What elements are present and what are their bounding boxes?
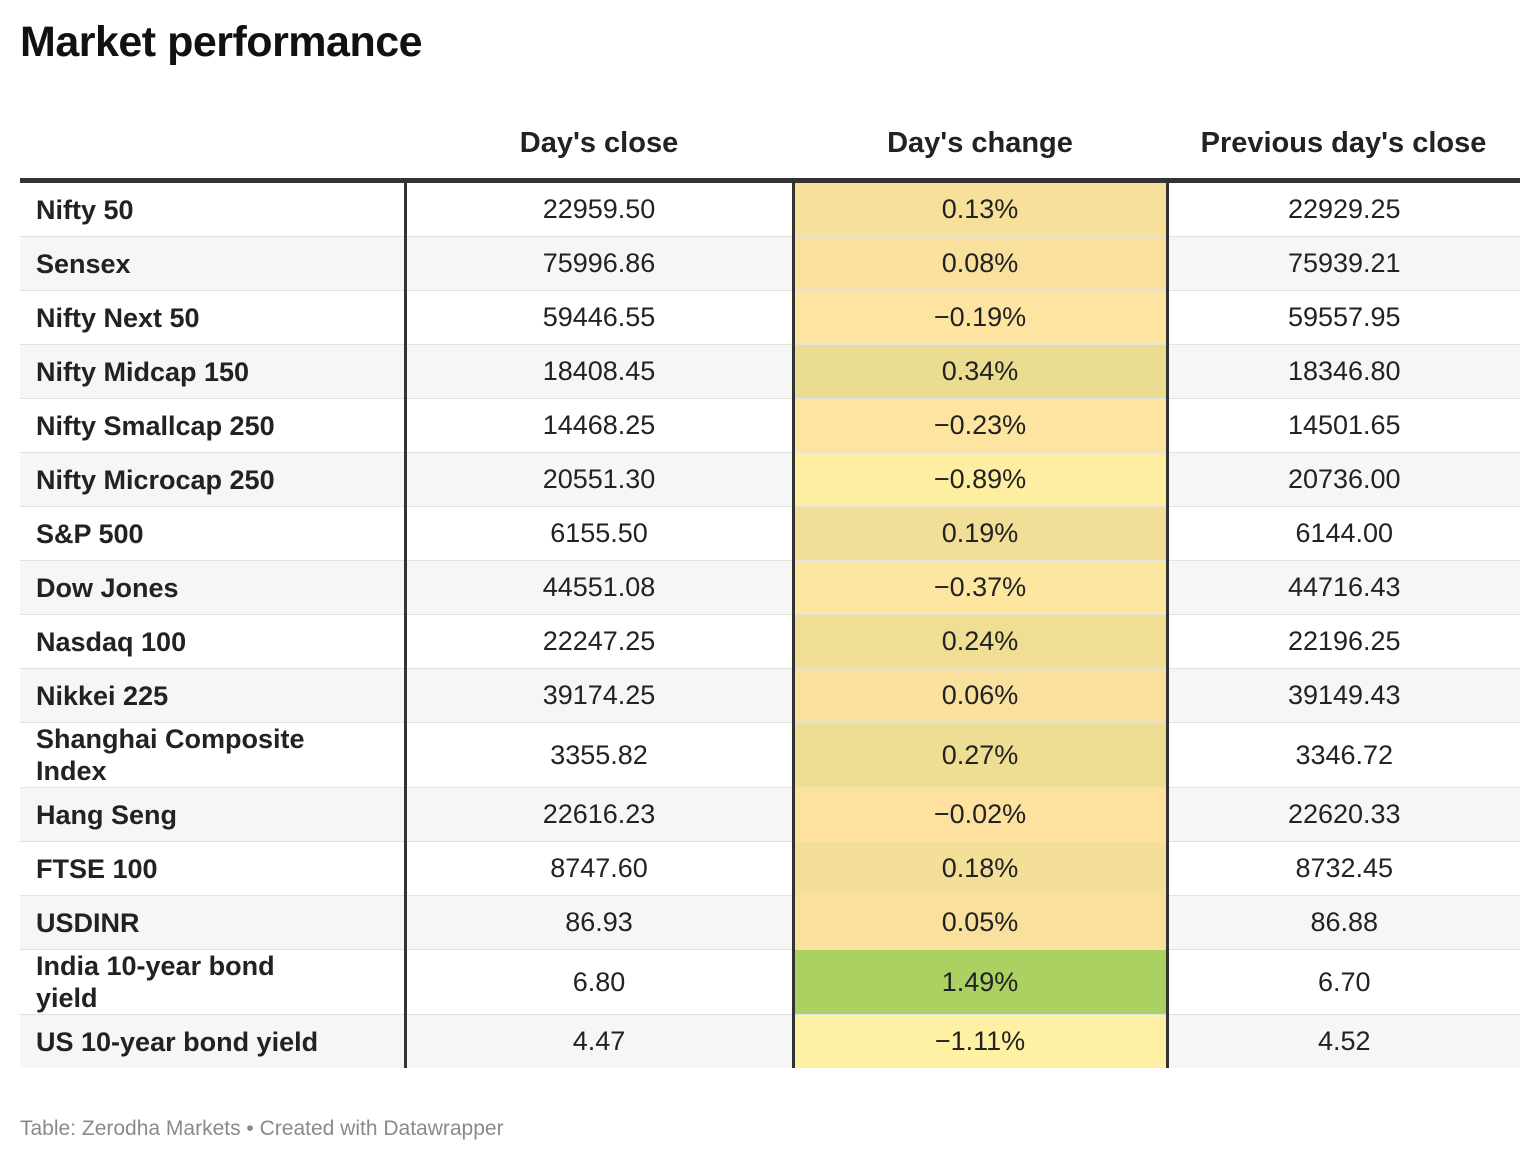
previous-close-cell: 75939.21 bbox=[1167, 236, 1520, 291]
table-row: Sensex 75996.86 0.08% 75939.21 bbox=[20, 236, 1520, 291]
header-index bbox=[20, 108, 405, 183]
table-row: Dow Jones 44551.08 −0.37% 44716.43 bbox=[20, 560, 1520, 615]
days-close-cell: 22616.23 bbox=[405, 787, 795, 842]
days-close-cell: 6155.50 bbox=[405, 506, 795, 561]
days-change-cell: 1.49% bbox=[793, 949, 1169, 1015]
row-name-cell: Nifty Smallcap 250 bbox=[20, 398, 407, 453]
days-close-cell: 39174.25 bbox=[405, 668, 795, 723]
table-row: Nikkei 225 39174.25 0.06% 39149.43 bbox=[20, 668, 1520, 723]
days-change-cell: 0.27% bbox=[793, 722, 1169, 788]
days-close-cell: 86.93 bbox=[405, 895, 795, 950]
header-previous-close: Previous day's close bbox=[1167, 108, 1520, 183]
days-close-cell: 22959.50 bbox=[405, 180, 795, 237]
row-name-cell: US 10-year bond yield bbox=[20, 1014, 407, 1068]
days-change-cell: −0.23% bbox=[793, 398, 1169, 453]
table-row: Hang Seng 22616.23 −0.02% 22620.33 bbox=[20, 787, 1520, 842]
days-change-cell: −0.19% bbox=[793, 290, 1169, 345]
previous-close-cell: 20736.00 bbox=[1167, 452, 1520, 507]
table-row: S&P 500 6155.50 0.19% 6144.00 bbox=[20, 506, 1520, 561]
previous-close-cell: 59557.95 bbox=[1167, 290, 1520, 345]
source-footer: Table: Zerodha Markets • Created with Da… bbox=[20, 1117, 504, 1140]
row-name-cell: Shanghai Composite Index bbox=[20, 722, 407, 788]
previous-close-cell: 44716.43 bbox=[1167, 560, 1520, 615]
table-row: Nifty Smallcap 250 14468.25 −0.23% 14501.65 bbox=[20, 398, 1520, 453]
days-change-cell: 0.13% bbox=[793, 180, 1169, 237]
days-change-cell: −0.02% bbox=[793, 787, 1169, 842]
previous-close-cell: 22196.25 bbox=[1167, 614, 1520, 669]
days-close-cell: 4.47 bbox=[405, 1014, 795, 1068]
previous-close-cell: 22929.25 bbox=[1167, 180, 1520, 237]
days-change-cell: 0.05% bbox=[793, 895, 1169, 950]
table-row: India 10-year bond yield 6.80 1.49% 6.70 bbox=[20, 949, 1520, 1015]
previous-close-cell: 18346.80 bbox=[1167, 344, 1520, 399]
table-row: Shanghai Composite Index 3355.82 0.27% 3346… bbox=[20, 722, 1520, 788]
table-row: Nifty 50 22959.50 0.13% 22929.25 bbox=[20, 180, 1520, 237]
days-change-cell: 0.08% bbox=[793, 236, 1169, 291]
previous-close-cell: 8732.45 bbox=[1167, 841, 1520, 896]
days-change-cell: 0.19% bbox=[793, 506, 1169, 561]
days-change-cell: 0.24% bbox=[793, 614, 1169, 669]
page-title: Market performance bbox=[20, 18, 423, 66]
days-close-cell: 75996.86 bbox=[405, 236, 795, 291]
row-name-cell: Nifty Microcap 250 bbox=[20, 452, 407, 507]
previous-close-cell: 22620.33 bbox=[1167, 787, 1520, 842]
row-name-cell: Hang Seng bbox=[20, 787, 407, 842]
days-close-cell: 6.80 bbox=[405, 949, 795, 1015]
row-name-cell: Nifty Next 50 bbox=[20, 290, 407, 345]
previous-close-cell: 86.88 bbox=[1167, 895, 1520, 950]
header-row: Day's close Day's change Previous day's … bbox=[20, 108, 1520, 183]
market-table: Day's close Day's change Previous day's … bbox=[20, 108, 1520, 1068]
days-change-cell: −0.37% bbox=[793, 560, 1169, 615]
previous-close-cell: 39149.43 bbox=[1167, 668, 1520, 723]
table-row: US 10-year bond yield 4.47 −1.11% 4.52 bbox=[20, 1014, 1520, 1068]
days-close-cell: 59446.55 bbox=[405, 290, 795, 345]
previous-close-cell: 6.70 bbox=[1167, 949, 1520, 1015]
row-name-cell: FTSE 100 bbox=[20, 841, 407, 896]
header-days-change: Day's change bbox=[793, 108, 1167, 183]
days-close-cell: 14468.25 bbox=[405, 398, 795, 453]
row-name-cell: Nikkei 225 bbox=[20, 668, 407, 723]
row-name-cell: USDINR bbox=[20, 895, 407, 950]
row-name-cell: Nifty 50 bbox=[20, 180, 407, 237]
row-name-cell: India 10-year bond yield bbox=[20, 949, 407, 1015]
previous-close-cell: 14501.65 bbox=[1167, 398, 1520, 453]
previous-close-cell: 3346.72 bbox=[1167, 722, 1520, 788]
table-row: Nasdaq 100 22247.25 0.24% 22196.25 bbox=[20, 614, 1520, 669]
row-name-cell: S&P 500 bbox=[20, 506, 407, 561]
days-close-cell: 44551.08 bbox=[405, 560, 795, 615]
header-days-close: Day's close bbox=[405, 108, 793, 183]
table-row: Nifty Microcap 250 20551.30 −0.89% 20736.00 bbox=[20, 452, 1520, 507]
days-close-cell: 20551.30 bbox=[405, 452, 795, 507]
table-row: Nifty Next 50 59446.55 −0.19% 59557.95 bbox=[20, 290, 1520, 345]
days-close-cell: 3355.82 bbox=[405, 722, 795, 788]
days-close-cell: 22247.25 bbox=[405, 614, 795, 669]
days-change-cell: 0.18% bbox=[793, 841, 1169, 896]
previous-close-cell: 4.52 bbox=[1167, 1014, 1520, 1068]
table-header: Day's close Day's change Previous day's … bbox=[20, 108, 1520, 183]
row-name-cell: Nasdaq 100 bbox=[20, 614, 407, 669]
days-change-cell: 0.34% bbox=[793, 344, 1169, 399]
table-row: FTSE 100 8747.60 0.18% 8732.45 bbox=[20, 841, 1520, 896]
table-row: Nifty Midcap 150 18408.45 0.34% 18346.80 bbox=[20, 344, 1520, 399]
table-row: USDINR 86.93 0.05% 86.88 bbox=[20, 895, 1520, 950]
days-change-cell: −0.89% bbox=[793, 452, 1169, 507]
days-close-cell: 18408.45 bbox=[405, 344, 795, 399]
table-body: Nifty 50 22959.50 0.13% 22929.25 Sensex 75996… bbox=[20, 180, 1520, 1068]
days-change-cell: −1.11% bbox=[793, 1014, 1169, 1068]
previous-close-cell: 6144.00 bbox=[1167, 506, 1520, 561]
days-close-cell: 8747.60 bbox=[405, 841, 795, 896]
row-name-cell: Sensex bbox=[20, 236, 407, 291]
row-name-cell: Dow Jones bbox=[20, 560, 407, 615]
days-change-cell: 0.06% bbox=[793, 668, 1169, 723]
row-name-cell: Nifty Midcap 150 bbox=[20, 344, 407, 399]
